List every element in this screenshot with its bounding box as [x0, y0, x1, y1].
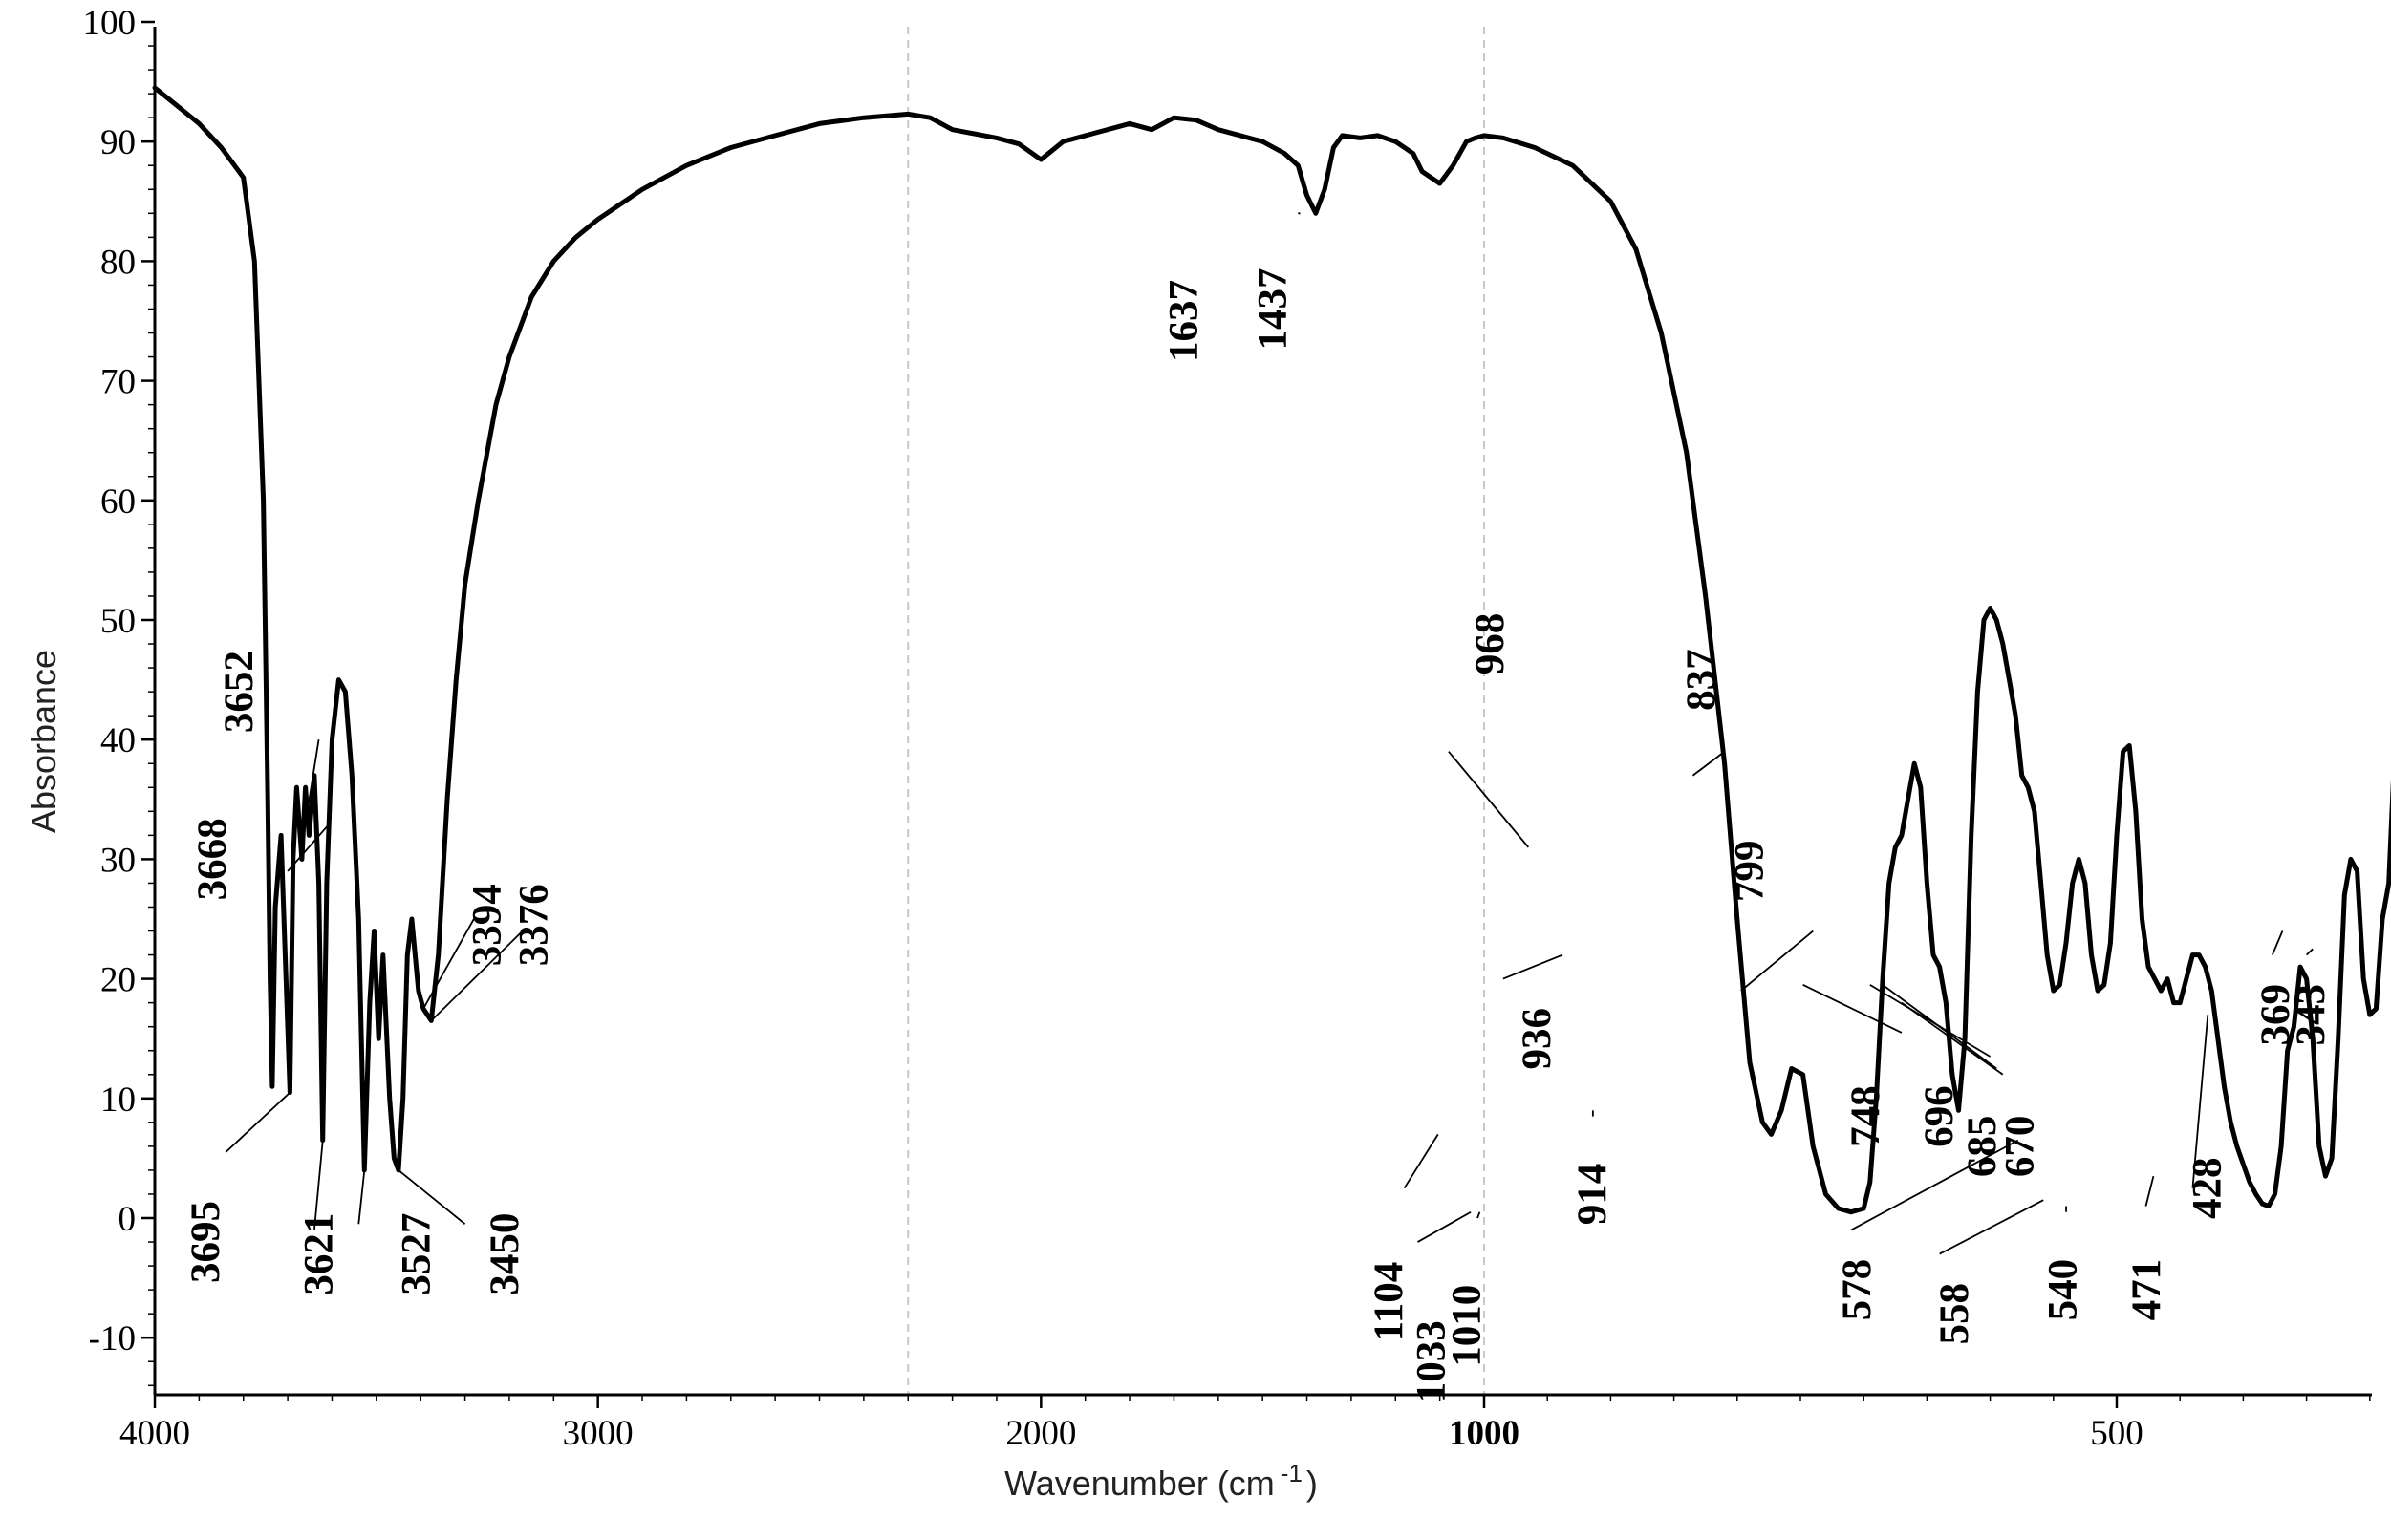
peak-label-1033: 1033: [1409, 1320, 1454, 1402]
peak-label-968: 968: [1468, 613, 1513, 675]
peak-label-3621: 3621: [297, 1213, 342, 1295]
peak-label-3668: 3668: [190, 818, 235, 900]
x-axis-title: Wavenumber (cm -1): [1004, 1459, 1318, 1503]
peak-label-3394: 3394: [465, 884, 510, 966]
peak-label-369: 369: [2253, 984, 2298, 1046]
leader-line-3450: [398, 1169, 466, 1225]
peak-label-3652: 3652: [217, 651, 262, 733]
leader-line-685: [1882, 984, 1997, 1070]
axes: [153, 27, 2372, 1397]
y-tick-label: -10: [89, 1319, 136, 1358]
leader-line-428: [2191, 1015, 2209, 1188]
peak-label-936: 936: [1515, 1008, 1560, 1070]
leader-line-936: [1502, 953, 1563, 980]
peak-label-670: 670: [1998, 1116, 2043, 1178]
y-tick-label: 100: [83, 4, 137, 43]
leader-line-799: [1740, 930, 1814, 992]
x-ticks: 4000 3000 2000 1000 500: [119, 1395, 2371, 1453]
peak-label-471: 471: [2124, 1259, 2169, 1321]
peak-label-428: 428: [2186, 1157, 2230, 1219]
leader-line-558: [1939, 1199, 2044, 1255]
x-tick-label: 500: [2090, 1414, 2143, 1453]
leader-line-1010: [1476, 1211, 1481, 1219]
peak-label-3695: 3695: [183, 1201, 228, 1283]
leader-line-748: [1802, 984, 1903, 1034]
peak-label-558: 558: [1932, 1283, 1977, 1345]
leader-line-3621: [313, 1140, 324, 1230]
peak-label-1104: 1104: [1367, 1262, 1411, 1342]
leader-line-578: [1850, 1139, 2019, 1231]
leader-line-343: [2305, 948, 2314, 956]
y-tick-label: 30: [100, 841, 136, 880]
peak-label-685: 685: [1960, 1116, 2005, 1178]
peak-label-1010: 1010: [1444, 1285, 1489, 1367]
leader-line-471: [2144, 1175, 2155, 1207]
x-tick-label: 1000: [1449, 1414, 1519, 1453]
leader-line-3394: [422, 918, 475, 1010]
leader-line-3527: [357, 1169, 366, 1225]
leader-line-1104: [1403, 1133, 1439, 1189]
peak-label-343: 343: [2289, 984, 2334, 1046]
x-tick-label: 4000: [119, 1414, 190, 1453]
y-tick-label: 60: [100, 482, 136, 522]
peak-label-1637: 1637: [1162, 280, 1207, 362]
axis-break-dashes: [907, 27, 1485, 1395]
peak-label-3450: 3450: [483, 1213, 528, 1295]
y-tick-label: 0: [118, 1200, 137, 1239]
y-tick-label: 40: [100, 721, 136, 760]
leader-line-670: [1901, 1001, 2004, 1076]
y-ticks: -10 0 10 20 30 40 50 60 70 80 90 100: [83, 4, 155, 1387]
y-tick-label: 20: [100, 961, 136, 1000]
peak-label-1437: 1437: [1251, 268, 1296, 351]
peak-label-799: 799: [1727, 841, 1772, 903]
peak-label-578: 578: [1835, 1259, 1880, 1321]
leader-line-1033: [1417, 1210, 1472, 1243]
peak-labels: 3668 3652 3695 3621 3527 3450 3394 3376 1637 1437…: [183, 268, 2334, 1403]
peak-label-837: 837: [1679, 649, 1724, 711]
leader-line-3668: [287, 823, 331, 872]
leader-line-3376: [430, 930, 524, 1022]
y-tick-label: 90: [100, 123, 136, 162]
spectrum-line-layer: [152, 85, 2391, 1215]
leader-line-968: [1448, 751, 1530, 848]
y-axis-title: Absorbance: [24, 650, 63, 833]
leader-line-369: [2272, 930, 2284, 955]
y-tick-label: 70: [100, 363, 136, 402]
x-tick-label: 2000: [1005, 1414, 1076, 1453]
peak-label-914: 914: [1570, 1164, 1615, 1226]
y-tick-label: 10: [100, 1080, 136, 1120]
y-tick-label: 50: [100, 602, 136, 641]
leader-line-3695: [225, 1091, 291, 1153]
y-tick-label: 80: [100, 243, 136, 282]
peak-label-748: 748: [1843, 1085, 1888, 1147]
peak-leader-lines: [225, 212, 2314, 1255]
leader-line-837: [1691, 751, 1726, 777]
peak-label-3527: 3527: [395, 1213, 440, 1295]
leader-line-3652: [304, 739, 320, 823]
x-tick-label: 3000: [563, 1414, 634, 1453]
peak-label-696: 696: [1917, 1085, 1962, 1147]
peak-label-540: 540: [2041, 1259, 2086, 1321]
peak-label-3376: 3376: [511, 884, 556, 966]
spectrum-line-0: [152, 85, 2391, 1215]
